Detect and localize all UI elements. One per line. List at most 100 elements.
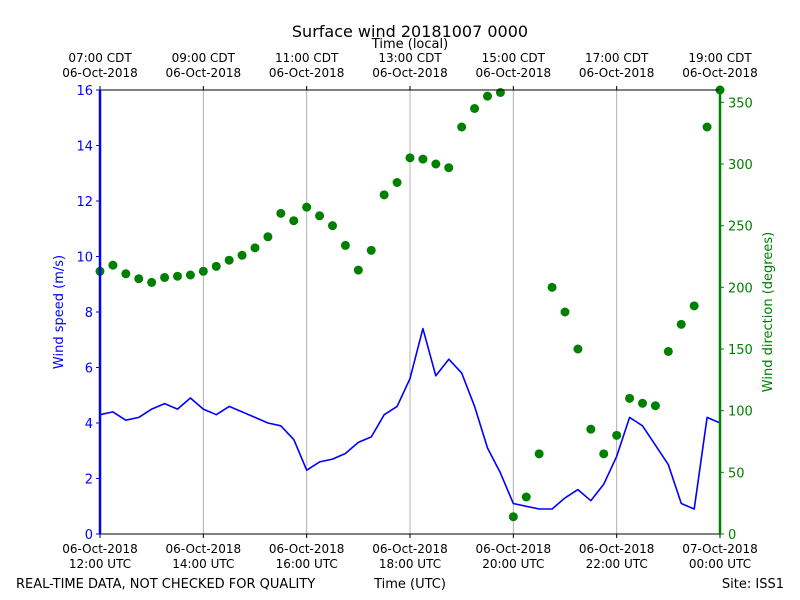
right-tick-label: 50 — [728, 466, 745, 481]
left-tick-label: 10 — [76, 251, 93, 266]
wind-direction-point — [457, 122, 467, 132]
left-tick-label: 16 — [76, 84, 93, 99]
wind-direction-point — [676, 319, 686, 329]
left-ticks: 0 2 4 6 8 10 12 14 16 — [76, 84, 100, 543]
bottom-tick-time: 12:00 UTC — [69, 557, 131, 571]
top-tick-time: 15:00 CDT — [482, 51, 546, 65]
wind-direction-point — [599, 449, 609, 459]
gridlines — [202, 90, 618, 534]
left-tick-label: 12 — [76, 195, 93, 210]
wind-direction-point — [431, 159, 441, 169]
top-tick-time: 07:00 CDT — [68, 51, 132, 65]
chart-title: Surface wind 20181007 0000 — [292, 22, 528, 41]
left-tick-label: 4 — [85, 417, 93, 432]
left-tick-label: 14 — [76, 140, 93, 155]
top-tick-date: 06-Oct-2018 — [372, 66, 448, 80]
wind-direction-point — [315, 211, 325, 221]
wind-direction-point — [586, 424, 596, 434]
wind-direction-point — [495, 87, 505, 97]
wind-direction-point — [702, 122, 712, 132]
wind-direction-point — [185, 270, 195, 280]
bottom-axis-label: Time (UTC) — [373, 577, 446, 592]
wind-direction-point — [121, 269, 131, 279]
wind-direction-point — [250, 243, 260, 253]
wind-direction-point — [340, 240, 350, 250]
wind-direction-point — [638, 398, 647, 408]
bottom-tick-date: 06-Oct-2018 — [166, 542, 242, 556]
left-axis-label: Wind speed (m/s) — [52, 255, 67, 369]
bottom-tick-date: 06-Oct-2018 — [476, 542, 552, 556]
left-tick-label: 2 — [85, 473, 93, 488]
bottom-tick-date: 06-Oct-2018 — [372, 542, 448, 556]
right-tick-label: 100 — [728, 405, 753, 420]
right-tick-label: 350 — [728, 96, 753, 111]
top-tick-date: 06-Oct-2018 — [62, 66, 138, 80]
wind-direction-point — [483, 91, 492, 101]
top-tick-time: 11:00 CDT — [275, 51, 339, 65]
wind-direction-point — [547, 282, 557, 292]
wind-direction-point — [405, 153, 415, 163]
wind-direction-point — [353, 265, 363, 275]
wind-direction-point — [289, 216, 299, 226]
wind-direction-point — [470, 104, 480, 113]
bottom-tick-date: 07-Oct-2018 — [682, 542, 758, 556]
wind-direction-point — [198, 266, 208, 276]
right-tick-label: 0 — [728, 528, 736, 543]
left-tick-label: 8 — [85, 306, 93, 321]
top-tick-date: 06-Oct-2018 — [269, 66, 345, 80]
wind-direction-point — [328, 221, 337, 231]
bottom-tick-time: 00:00 UTC — [689, 557, 751, 571]
wind-direction-point — [211, 261, 221, 271]
bottom-tick-date: 06-Oct-2018 — [62, 542, 138, 556]
wind-direction-point — [508, 512, 518, 522]
quality-footer: REAL-TIME DATA, NOT CHECKED FOR QUALITY — [16, 577, 315, 592]
wind-direction-point — [689, 301, 699, 311]
left-tick-label: 6 — [85, 362, 93, 377]
site-footer: Site: ISS1 — [722, 577, 784, 592]
wind-direction-point — [366, 245, 376, 255]
top-tick-time: 09:00 CDT — [172, 51, 236, 65]
wind-direction-point — [379, 190, 389, 200]
top-tick-date: 06-Oct-2018 — [682, 66, 758, 80]
wind-direction-point — [224, 255, 234, 265]
wind-direction-point — [302, 202, 312, 212]
wind-direction-point — [534, 449, 544, 459]
right-ticks: 0 50 100 150 200 250 300 350 — [720, 96, 753, 543]
wind-direction-point — [560, 307, 570, 317]
bottom-tick-time: 14:00 UTC — [172, 557, 234, 571]
bottom-tick-time: 18:00 UTC — [379, 557, 441, 571]
left-tick-label: 0 — [85, 528, 93, 543]
bottom-tick-date: 06-Oct-2018 — [269, 542, 345, 556]
wind-direction-point — [108, 260, 118, 270]
right-axis-label: Wind direction (degrees) — [761, 232, 776, 392]
wind-direction-point — [134, 274, 144, 284]
wind-direction-point — [276, 208, 286, 218]
wind-direction-point — [521, 492, 531, 502]
bottom-tick-time: 16:00 UTC — [276, 557, 338, 571]
wind-direction-point — [612, 430, 622, 440]
right-tick-label: 200 — [728, 281, 753, 296]
wind-speed-line — [99, 327, 721, 510]
bottom-tick-date: 06-Oct-2018 — [579, 542, 655, 556]
wind-direction-point — [263, 232, 273, 242]
top-tick-time: 13:00 CDT — [378, 51, 442, 65]
bottom-tick-time: 20:00 UTC — [482, 557, 544, 571]
right-tick-label: 300 — [728, 158, 753, 173]
wind-direction-point — [573, 344, 583, 354]
top-tick-date: 06-Oct-2018 — [476, 66, 552, 80]
wind-direction-point — [625, 393, 635, 403]
top-tick-time: 19:00 CDT — [688, 51, 752, 65]
right-tick-label: 150 — [728, 343, 753, 358]
wind-direction-point — [418, 154, 428, 164]
bottom-tick-time: 22:00 UTC — [586, 557, 648, 571]
wind-direction-point — [237, 250, 247, 260]
wind-direction-point — [650, 401, 660, 411]
wind-direction-point — [392, 178, 402, 187]
wind-direction-point — [663, 346, 673, 356]
top-tick-date: 06-Oct-2018 — [579, 66, 655, 80]
top-tick-time: 17:00 CDT — [585, 51, 649, 65]
wind-direction-point — [173, 271, 182, 281]
wind-direction-point — [444, 163, 454, 173]
